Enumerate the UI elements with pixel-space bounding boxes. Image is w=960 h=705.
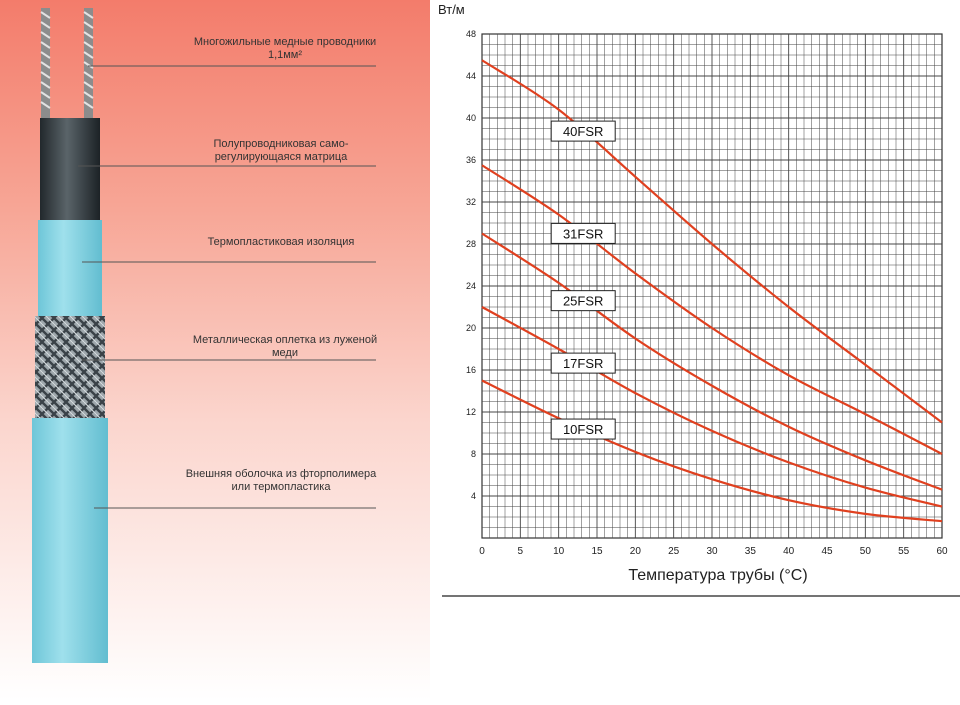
outer-jacket-layer: [32, 418, 108, 663]
x-tick-label: 50: [860, 546, 872, 557]
x-tick-label: 45: [821, 546, 833, 557]
series-label-box-31fsr: [550, 222, 616, 244]
series-lines: [481, 59, 943, 523]
label-copper-conductors: Многожильные медные проводники 1,1мм²: [193, 36, 377, 61]
x-tick-label: 30: [706, 546, 718, 557]
power-chart-panel: 40FSR 31FSR 25FSR 17FSR 10FSR 0 5 10 15 20 25 30 35…: [432, 0, 960, 700]
x-tick-label: 10: [553, 546, 565, 557]
x-axis-label: Температура трубы (°C): [628, 567, 807, 584]
series-line-17fsr: [481, 306, 943, 508]
matrix-layer: [40, 118, 100, 222]
y-tick-label: 12: [466, 407, 476, 417]
y-tick-label: 32: [466, 197, 476, 207]
series-label-40fsr: 40FSR: [563, 124, 603, 139]
series-label-31fsr: 31FSR: [563, 226, 603, 241]
insulation-layer: [38, 220, 102, 318]
y-tick-label: 44: [466, 71, 476, 81]
cable-diagram: [32, 8, 376, 663]
x-tick-label: 15: [591, 546, 603, 557]
x-tick-label: 0: [479, 546, 485, 557]
label-thermoplastic-insulation: Термопластиковая изоляция: [207, 236, 355, 248]
series-line-40fsr: [481, 59, 943, 424]
series-line-31fsr: [481, 164, 943, 455]
x-tick-label: 55: [898, 546, 910, 557]
power-temperature-chart: 40FSR 31FSR 25FSR 17FSR 10FSR 0 5 10 15 20 25 30 35…: [438, 2, 960, 597]
y-tick-label: 16: [466, 365, 476, 375]
x-tick-label: 60: [936, 546, 948, 557]
series-line-25fsr: [481, 232, 943, 491]
series-line-10fsr: [481, 379, 943, 523]
y-tick-label: 24: [466, 281, 476, 291]
chart-grid: [482, 34, 942, 538]
series-label-box-40fsr: [550, 120, 616, 142]
series-labels: 40FSR 31FSR 25FSR 17FSR 10FSR: [550, 120, 616, 440]
y-axis-label: Вт/м: [438, 2, 465, 17]
y-tick-label: 48: [466, 29, 476, 39]
x-tick-labels: 0 5 10 15 20 25 30 35 40 45 50 55 60: [479, 546, 948, 557]
label-semiconductive-matrix: Полупроводниковая само-регулирующаяся ма…: [213, 138, 349, 163]
y-tick-label: 20: [466, 323, 476, 333]
series-label-box-17fsr: [550, 352, 616, 374]
x-tick-label: 25: [668, 546, 680, 557]
series-label-10fsr: 10FSR: [563, 422, 603, 437]
series-label-box-10fsr: [550, 418, 616, 440]
y-tick-label: 8: [471, 449, 476, 459]
series-label-25fsr: 25FSR: [563, 294, 603, 309]
braid-layer: [35, 316, 105, 420]
cable-illustration-panel: Многожильные медные проводники 1,1мм² По…: [0, 0, 430, 700]
series-label-17fsr: 17FSR: [563, 356, 603, 371]
label-outer-jacket: Внешняя оболочка из фторполимера или тер…: [185, 468, 377, 493]
y-tick-label: 28: [466, 239, 476, 249]
x-tick-label: 40: [783, 546, 795, 557]
series-label-box-25fsr: [550, 290, 616, 312]
y-tick-label: 40: [466, 113, 476, 123]
label-metal-braid: Металлическая оплетка из луженой меди: [192, 334, 378, 359]
x-tick-label: 5: [518, 546, 524, 557]
x-tick-label: 35: [745, 546, 757, 557]
x-tick-label: 20: [630, 546, 642, 557]
y-tick-label: 36: [466, 155, 476, 165]
y-tick-label: 4: [471, 491, 476, 501]
